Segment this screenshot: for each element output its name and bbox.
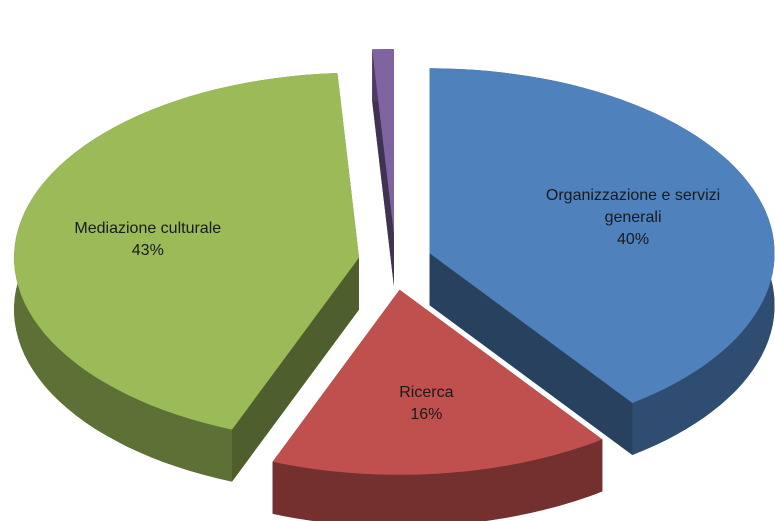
value-label: 40% [617, 230, 650, 248]
category-label: Ricerca [399, 383, 454, 401]
data-label: Organizzazione e servizi generali 40% [533, 185, 733, 251]
pie-slice [429, 68, 775, 456]
value-label: 16% [410, 405, 443, 423]
pie-slice [372, 49, 394, 287]
slice-top [272, 289, 603, 475]
value-label: 43% [131, 241, 164, 259]
data-label: Mediazione culturale 43% [48, 218, 248, 262]
slice-side [272, 439, 603, 521]
data-label: Ricerca 16% [326, 382, 526, 426]
slice-top [372, 49, 394, 234]
slice-top [429, 68, 775, 404]
pie-slice [14, 73, 359, 482]
category-label: Organizzazione e servizi generali [545, 186, 721, 226]
pie-slice [272, 289, 603, 521]
slice-wall [232, 257, 359, 482]
category-label: Mediazione culturale [74, 219, 222, 237]
slice-top [14, 73, 359, 430]
slice-wall [429, 253, 633, 455]
slice-wall [372, 49, 394, 287]
